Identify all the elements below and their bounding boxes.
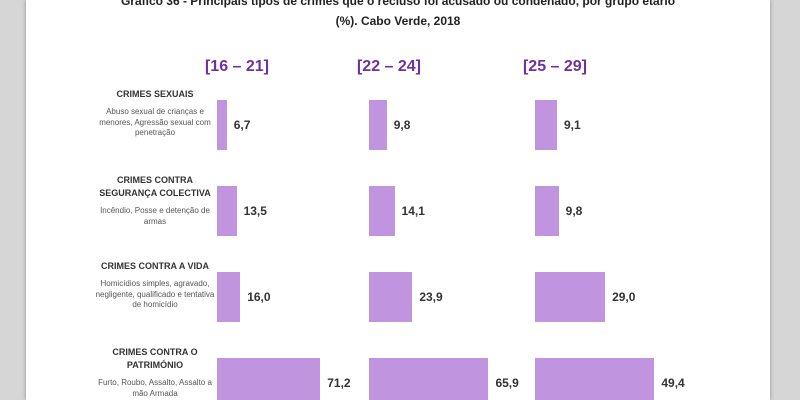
bar xyxy=(535,272,606,322)
category-description: Abuso sexual de crianças e menores, Agre… xyxy=(99,107,211,137)
bar xyxy=(369,186,395,236)
bar xyxy=(217,186,237,236)
bar xyxy=(217,272,241,322)
value-label: 13,5 xyxy=(243,204,267,218)
value-label: 49,4 xyxy=(661,376,685,390)
bar xyxy=(535,186,559,236)
category-description: Incêndio, Posse e detenção de armas xyxy=(100,206,210,226)
bar xyxy=(217,358,321,400)
value-label: 23,9 xyxy=(419,290,443,304)
bar xyxy=(369,100,387,150)
bar xyxy=(535,100,557,150)
value-label: 9,1 xyxy=(563,118,581,132)
category-label: CRIMES CONTRA O PATRIMÓNIO xyxy=(112,347,198,370)
panel-header: [22 – 24] xyxy=(356,58,422,75)
chart-title: Gráfico 36 - Principais tipos de crimes … xyxy=(120,0,676,8)
value-label: 16,0 xyxy=(247,290,271,304)
value-label: 6,7 xyxy=(233,118,251,132)
bar xyxy=(535,358,655,400)
panel-header: [16 – 21] xyxy=(204,58,270,75)
value-label: 71,2 xyxy=(327,376,351,390)
value-label: 9,8 xyxy=(565,204,583,218)
bar xyxy=(369,358,489,400)
category-label: CRIMES SEXUAIS xyxy=(116,89,194,99)
category-label: CRIMES CONTRA A VIDA xyxy=(101,261,209,271)
panel-header: [25 – 29] xyxy=(522,58,588,75)
value-label: 14,1 xyxy=(401,204,425,218)
chart-title: (%). Cabo Verde, 2018 xyxy=(335,14,461,28)
value-label: 9,8 xyxy=(393,118,411,132)
category-description: Furto, Roubo, Assalto, Assalto a mão Arm… xyxy=(98,378,212,398)
bar xyxy=(217,100,227,150)
value-label: 65,9 xyxy=(495,376,519,390)
document-page: Gráfico 36 - Principais tipos de crimes … xyxy=(26,0,770,400)
category-description: Homicídios simples, agravado, negligente… xyxy=(95,279,215,309)
bar xyxy=(369,272,413,322)
category-label: CRIMES CONTRA SEGURANÇA COLECTIVA xyxy=(99,175,211,198)
value-label: 29,0 xyxy=(612,290,636,304)
